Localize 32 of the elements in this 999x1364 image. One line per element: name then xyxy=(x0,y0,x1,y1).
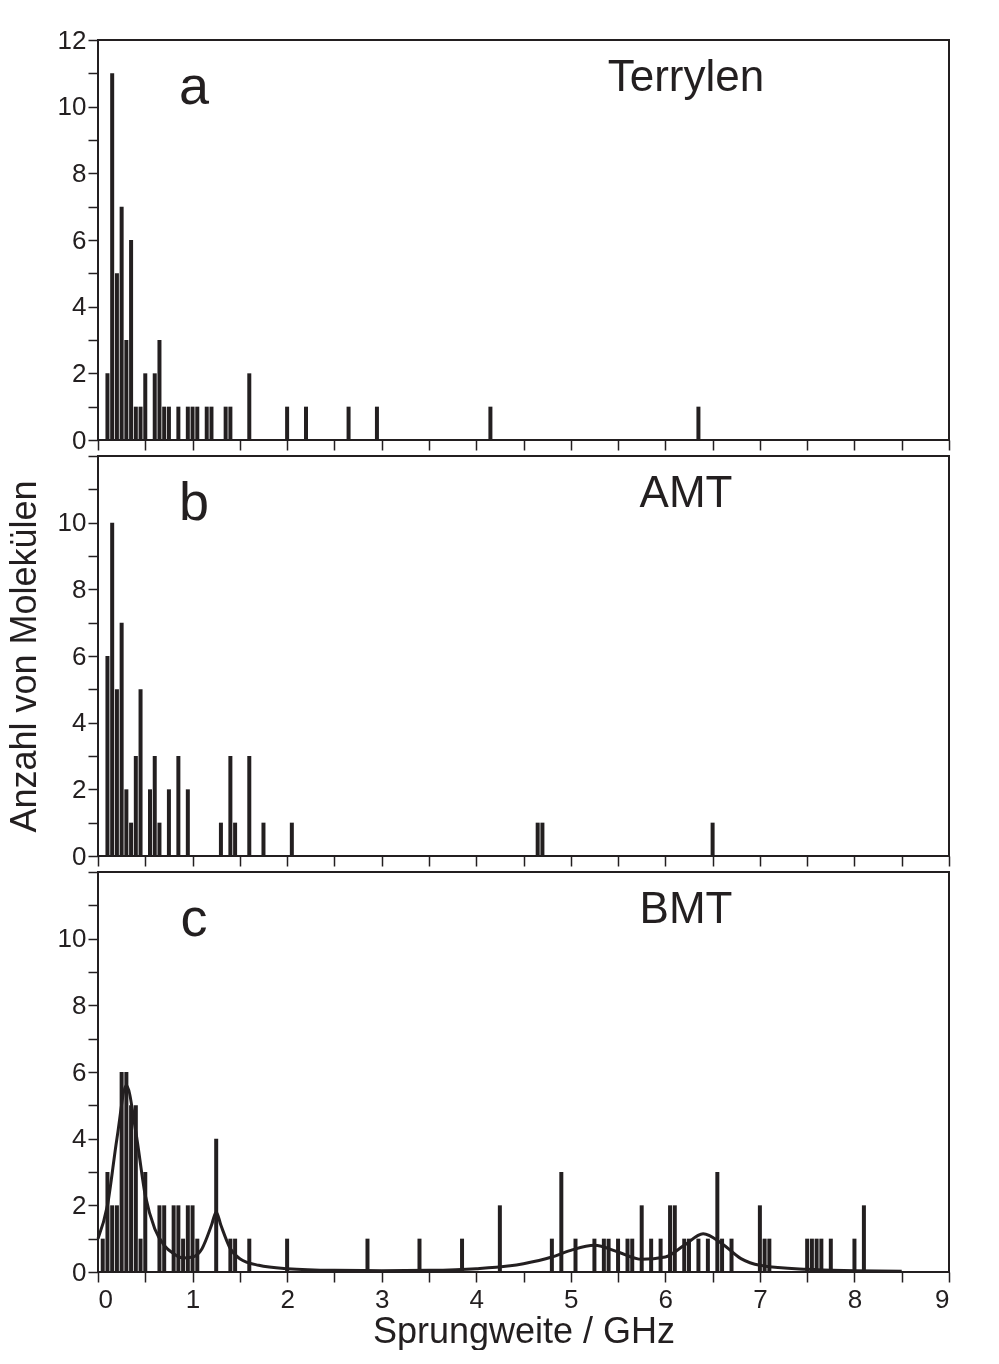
y-tick-label: 8 xyxy=(72,573,87,604)
x-tick-label: 8 xyxy=(847,1283,863,1314)
y-tick-label: 6 xyxy=(72,640,87,671)
y-tick-label: 10 xyxy=(57,91,87,122)
y-tick-label: 0 xyxy=(72,424,87,455)
y-tick-label: 12 xyxy=(57,24,87,55)
y-tick-label: 8 xyxy=(72,157,87,188)
y-tick-label: 4 xyxy=(72,1123,87,1154)
y-tick-label: 8 xyxy=(72,989,87,1020)
y-tick-label: 0 xyxy=(72,1256,87,1287)
y-tick-label: 2 xyxy=(72,773,87,804)
annotation: Terrylen xyxy=(607,51,765,100)
annotation: c xyxy=(180,887,208,947)
y-tick-label: 6 xyxy=(72,1056,87,1087)
y-tick-label: 4 xyxy=(72,707,87,738)
y-axis-title: Anzahl von Molekülen xyxy=(2,480,44,833)
x-tick-label: 2 xyxy=(280,1283,295,1314)
x-tick-label: 0 xyxy=(98,1283,113,1314)
x-tick-label: 1 xyxy=(185,1283,201,1314)
annotation: a xyxy=(178,55,210,115)
y-tick-label: 2 xyxy=(72,357,87,388)
y-tick-label: 10 xyxy=(57,507,87,538)
y-tick-label: 10 xyxy=(57,923,87,954)
x-tick-label: 9 xyxy=(935,1283,950,1314)
annotation: b xyxy=(178,471,210,531)
y-tick-label: 0 xyxy=(72,840,87,871)
y-tick-label: 2 xyxy=(72,1189,87,1220)
y-tick-label: 6 xyxy=(72,224,87,255)
annotation: BMT xyxy=(639,883,733,932)
y-tick-label: 4 xyxy=(72,291,87,322)
x-tick-label: 7 xyxy=(753,1283,768,1314)
annotation: AMT xyxy=(639,467,733,516)
